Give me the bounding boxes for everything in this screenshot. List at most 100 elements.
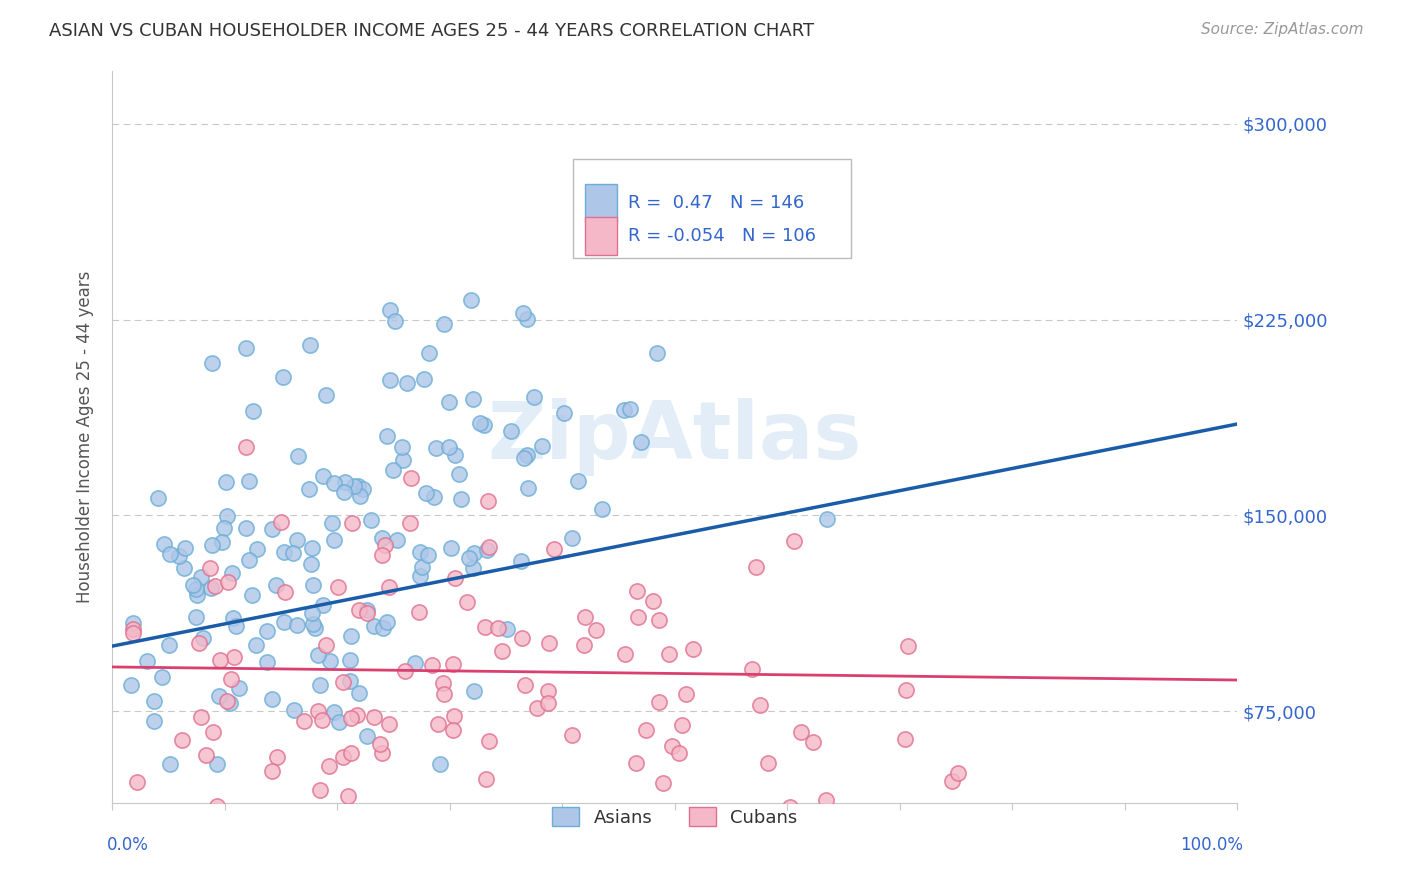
Point [741,662,763,676]
Point [312,599,335,613]
Point [894,732,917,747]
Point [333,484,356,499]
Point [648,695,671,709]
Point [440,541,463,556]
Point [614,647,637,661]
Point [371,531,394,545]
Point [897,639,920,653]
Point [337,789,360,804]
Point [404,656,426,670]
Point [201,538,224,552]
Point [626,610,648,624]
Point [408,605,430,619]
Point [215,694,238,708]
Point [368,737,391,751]
Point [636,723,658,737]
Point [208,689,231,703]
Point [815,793,838,807]
Point [537,683,560,698]
Point [339,673,361,688]
Point [478,733,501,747]
Point [332,674,354,689]
Point [461,561,484,575]
Point [463,392,485,407]
Point [235,440,257,454]
Point [208,653,231,667]
Point [204,579,226,593]
Point [270,515,292,529]
Point [285,618,308,632]
Point [235,341,257,355]
Point [328,714,350,729]
Point [437,440,460,454]
Point [298,483,321,497]
Point [121,622,143,636]
Point [378,717,401,731]
Point [501,424,523,438]
Point [273,584,295,599]
Point [537,696,560,710]
Point [382,463,405,477]
Point [591,501,613,516]
Point [371,746,394,760]
Point [349,489,371,503]
Point [190,710,212,724]
Point [150,670,173,684]
Point [343,478,366,492]
Point [523,390,546,404]
Point [340,629,363,643]
Point [201,355,224,369]
Point [439,395,461,409]
Point [169,549,191,563]
Point [420,657,443,672]
Point [186,609,208,624]
Point [301,606,323,620]
Point [283,703,305,717]
Point [198,560,221,574]
Point [801,734,824,748]
Point [217,575,239,590]
Point [297,835,319,849]
Point [228,681,250,695]
Point [624,756,647,770]
Point [143,714,166,728]
Point [384,314,406,328]
Point [136,653,159,667]
Point [516,448,538,462]
Point [347,602,370,616]
Point [256,624,278,639]
Point [260,523,283,537]
Point [322,533,344,548]
Point [477,494,499,508]
Point [301,541,323,556]
Point [281,546,304,560]
Point [626,584,648,599]
Point [516,312,538,326]
Point [512,306,534,320]
Point [238,553,260,567]
Point [630,434,652,449]
Point [423,490,446,504]
Point [146,491,169,505]
Point [340,516,363,531]
Point [186,588,208,602]
Point [896,683,918,698]
Text: 100.0%: 100.0% [1180,836,1243,854]
Point [380,302,402,317]
Point [309,783,332,797]
Point [222,610,245,624]
Point [574,610,596,624]
Point [363,619,385,633]
Point [675,687,697,701]
Point [240,588,263,602]
Point [530,439,553,453]
Point [456,595,478,609]
Point [307,704,329,718]
Point [191,632,214,646]
Point [225,618,247,632]
Point [374,538,396,552]
Point [266,750,288,764]
Point [200,582,222,596]
Point [496,622,519,636]
Point [391,440,413,454]
